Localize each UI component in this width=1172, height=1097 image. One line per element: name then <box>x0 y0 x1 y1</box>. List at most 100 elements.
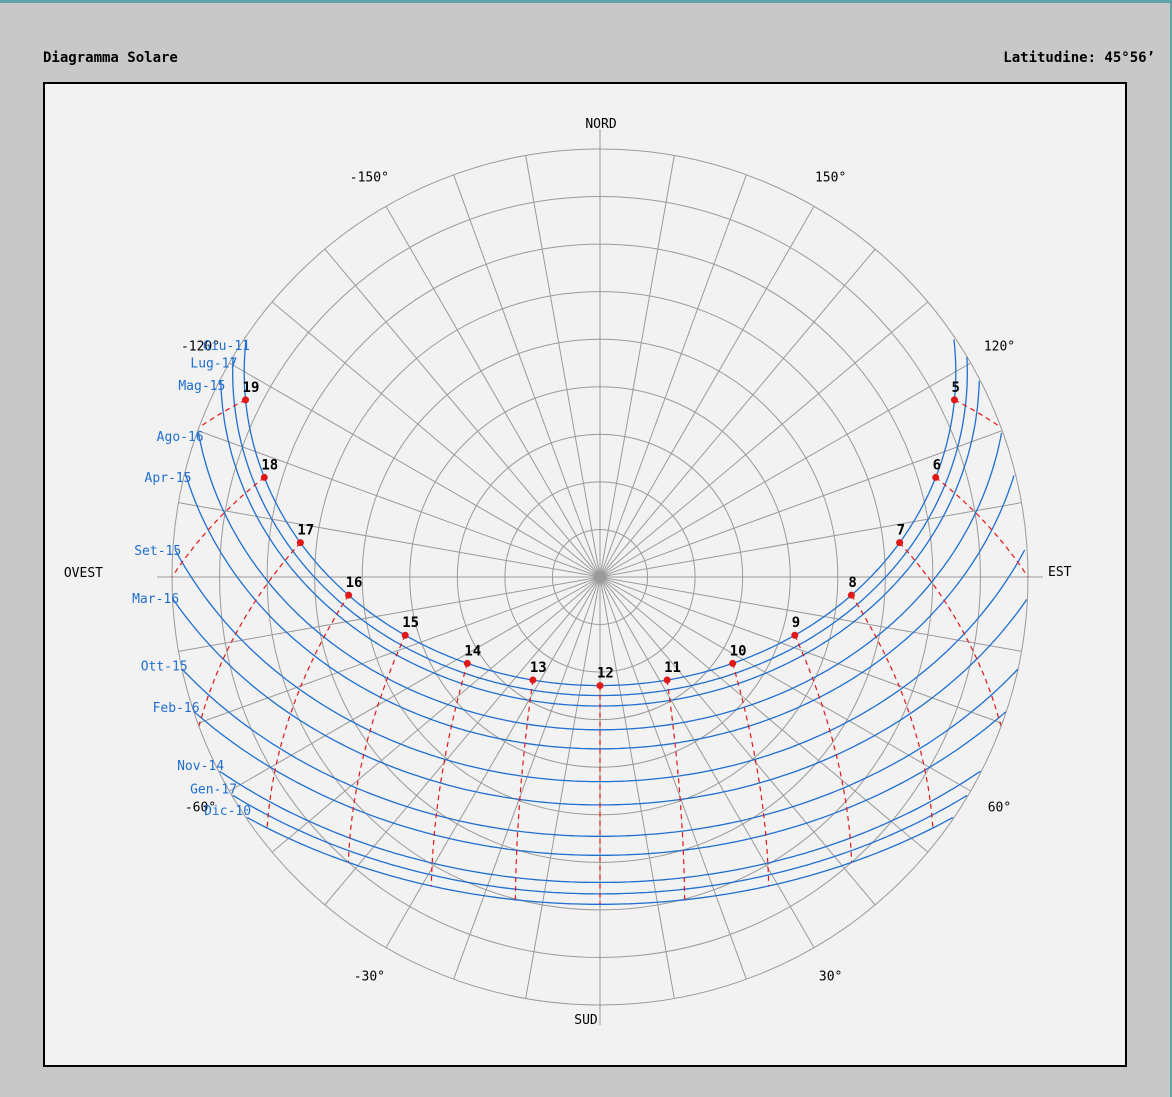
azimuth-spoke-130 <box>599 301 929 578</box>
hour-line-7 <box>899 542 1002 726</box>
hour-label: 9 <box>792 615 800 631</box>
sun-path-label: Nov-14 <box>177 759 224 774</box>
hour-label: 13 <box>530 660 547 676</box>
azimuth-label: -60° <box>185 801 216 816</box>
hour-line-13 <box>514 679 534 900</box>
diagram-title: Diagramma Solare <box>43 50 178 66</box>
azimuth-spoke-280 <box>178 576 601 652</box>
hour-label: 16 <box>346 575 363 591</box>
latitude-label: Latitudine: 45°56’ <box>1003 50 1155 66</box>
hour-marker-12 <box>596 682 604 690</box>
azimuth-spoke-260 <box>178 502 601 578</box>
sun-path-label: Feb-16 <box>153 701 200 716</box>
azimuth-spoke-50 <box>599 576 929 853</box>
hour-line-11 <box>666 679 686 900</box>
sun-path-label: Giu-11 <box>203 339 250 354</box>
hour-line-16 <box>266 594 350 829</box>
sun-path-label: Apr-15 <box>145 471 192 486</box>
hour-label: 7 <box>897 523 905 539</box>
sun-path-ott-15 <box>181 668 1019 837</box>
hour-label: 12 <box>597 666 614 682</box>
azimuth-spoke-10 <box>599 576 675 999</box>
hour-marker-19 <box>242 396 250 404</box>
chart-labels: -150° 150° -120° 120° -60° 60° -30° 30° Giu-11 Lu… <box>132 171 1015 985</box>
azimuth-spoke-40 <box>599 576 876 906</box>
hour-marker-13 <box>529 676 537 684</box>
azimuth-spoke-80 <box>599 576 1022 652</box>
hour-label: 11 <box>664 660 681 676</box>
hour-label: 17 <box>297 523 314 539</box>
sun-path-feb-16 <box>193 711 1007 856</box>
hour-label: 5 <box>951 380 959 396</box>
compass-west-label: OVEST <box>64 566 103 581</box>
hour-label: 14 <box>464 643 481 659</box>
hour-marker-16 <box>345 591 353 599</box>
sun-path-label: Mag-15 <box>178 379 225 394</box>
azimuth-spoke-340 <box>453 576 601 980</box>
azimuth-spoke-20 <box>599 576 747 980</box>
azimuth-spoke-170 <box>599 155 675 578</box>
azimuth-label: -30° <box>354 969 385 984</box>
hour-marker-8 <box>847 591 855 599</box>
azimuth-label: -150° <box>350 171 389 186</box>
azimuth-spoke-240 <box>229 362 601 578</box>
azimuth-spoke-210 <box>385 206 601 578</box>
azimuth-spoke-100 <box>599 502 1022 578</box>
hour-line-14 <box>430 663 468 886</box>
sun-path-ago-16 <box>197 432 1003 731</box>
hour-marker-6 <box>932 473 940 481</box>
hour-label: 15 <box>402 615 419 631</box>
sun-path-label: Set-15 <box>134 544 181 559</box>
hour-lines <box>171 396 1029 905</box>
hour-marker-7 <box>896 539 904 547</box>
hour-label: 18 <box>261 457 278 473</box>
hour-label: 10 <box>730 643 747 659</box>
azimuth-spoke-70 <box>599 576 1003 724</box>
hour-label: 19 <box>243 380 260 396</box>
sun-path-label: Lug-17 <box>190 356 237 371</box>
azimuth-label: 150° <box>815 171 846 186</box>
hour-marker-18 <box>260 473 268 481</box>
hour-line-6 <box>935 476 1029 577</box>
azimuth-spoke-350 <box>525 576 601 999</box>
sun-path-label: Mar-16 <box>132 592 179 607</box>
sun-path-chart-frame: -150° 150° -120° 120° -60° 60° -30° 30° Giu-11 Lu… <box>43 82 1127 1067</box>
hour-marker-9 <box>791 631 799 639</box>
hour-marker-10 <box>729 659 737 667</box>
azimuth-spoke-320 <box>324 576 601 906</box>
hour-label: 6 <box>933 457 941 473</box>
sun-path-label: Dic-10 <box>204 804 251 819</box>
polar-grid <box>157 129 1043 1025</box>
compass-east-label: EST <box>1048 565 1072 580</box>
azimuth-spoke-120 <box>599 362 971 578</box>
hour-marker-17 <box>296 539 304 547</box>
hour-marker-14 <box>463 659 471 667</box>
azimuth-spoke-190 <box>525 155 601 578</box>
top-accent-rule <box>0 0 1172 3</box>
hour-line-10 <box>732 663 770 886</box>
azimuth-spoke-230 <box>271 301 601 578</box>
compass-south-label: SUD <box>574 1013 598 1028</box>
hour-marker-11 <box>663 676 671 684</box>
compass-north-label: NORD <box>585 117 616 132</box>
hour-marker-15 <box>401 631 409 639</box>
sun-path-label: Gen-17 <box>190 782 237 797</box>
azimuth-spoke-250 <box>197 430 601 578</box>
azimuth-label: -120° <box>181 339 220 354</box>
azimuth-spoke-150 <box>599 206 815 578</box>
hour-line-15 <box>347 634 406 863</box>
hour-line-8 <box>850 594 934 829</box>
sun-path-nov-14 <box>219 770 981 884</box>
azimuth-spoke-220 <box>324 248 601 578</box>
azimuth-spoke-290 <box>197 576 601 724</box>
azimuth-spoke-140 <box>599 248 876 578</box>
azimuth-label: 60° <box>988 801 1011 816</box>
azimuth-spoke-160 <box>599 174 747 578</box>
sun-path-label: Ott-15 <box>141 660 188 675</box>
sun-path-chart: -150° 150° -120° 120° -60° 60° -30° 30° Giu-11 Lu… <box>64 117 1072 1028</box>
hour-marker-5 <box>950 396 958 404</box>
azimuth-spoke-310 <box>271 576 601 853</box>
hour-label: 8 <box>848 575 856 591</box>
azimuth-spoke-110 <box>599 430 1003 578</box>
hour-line-17 <box>198 542 301 726</box>
